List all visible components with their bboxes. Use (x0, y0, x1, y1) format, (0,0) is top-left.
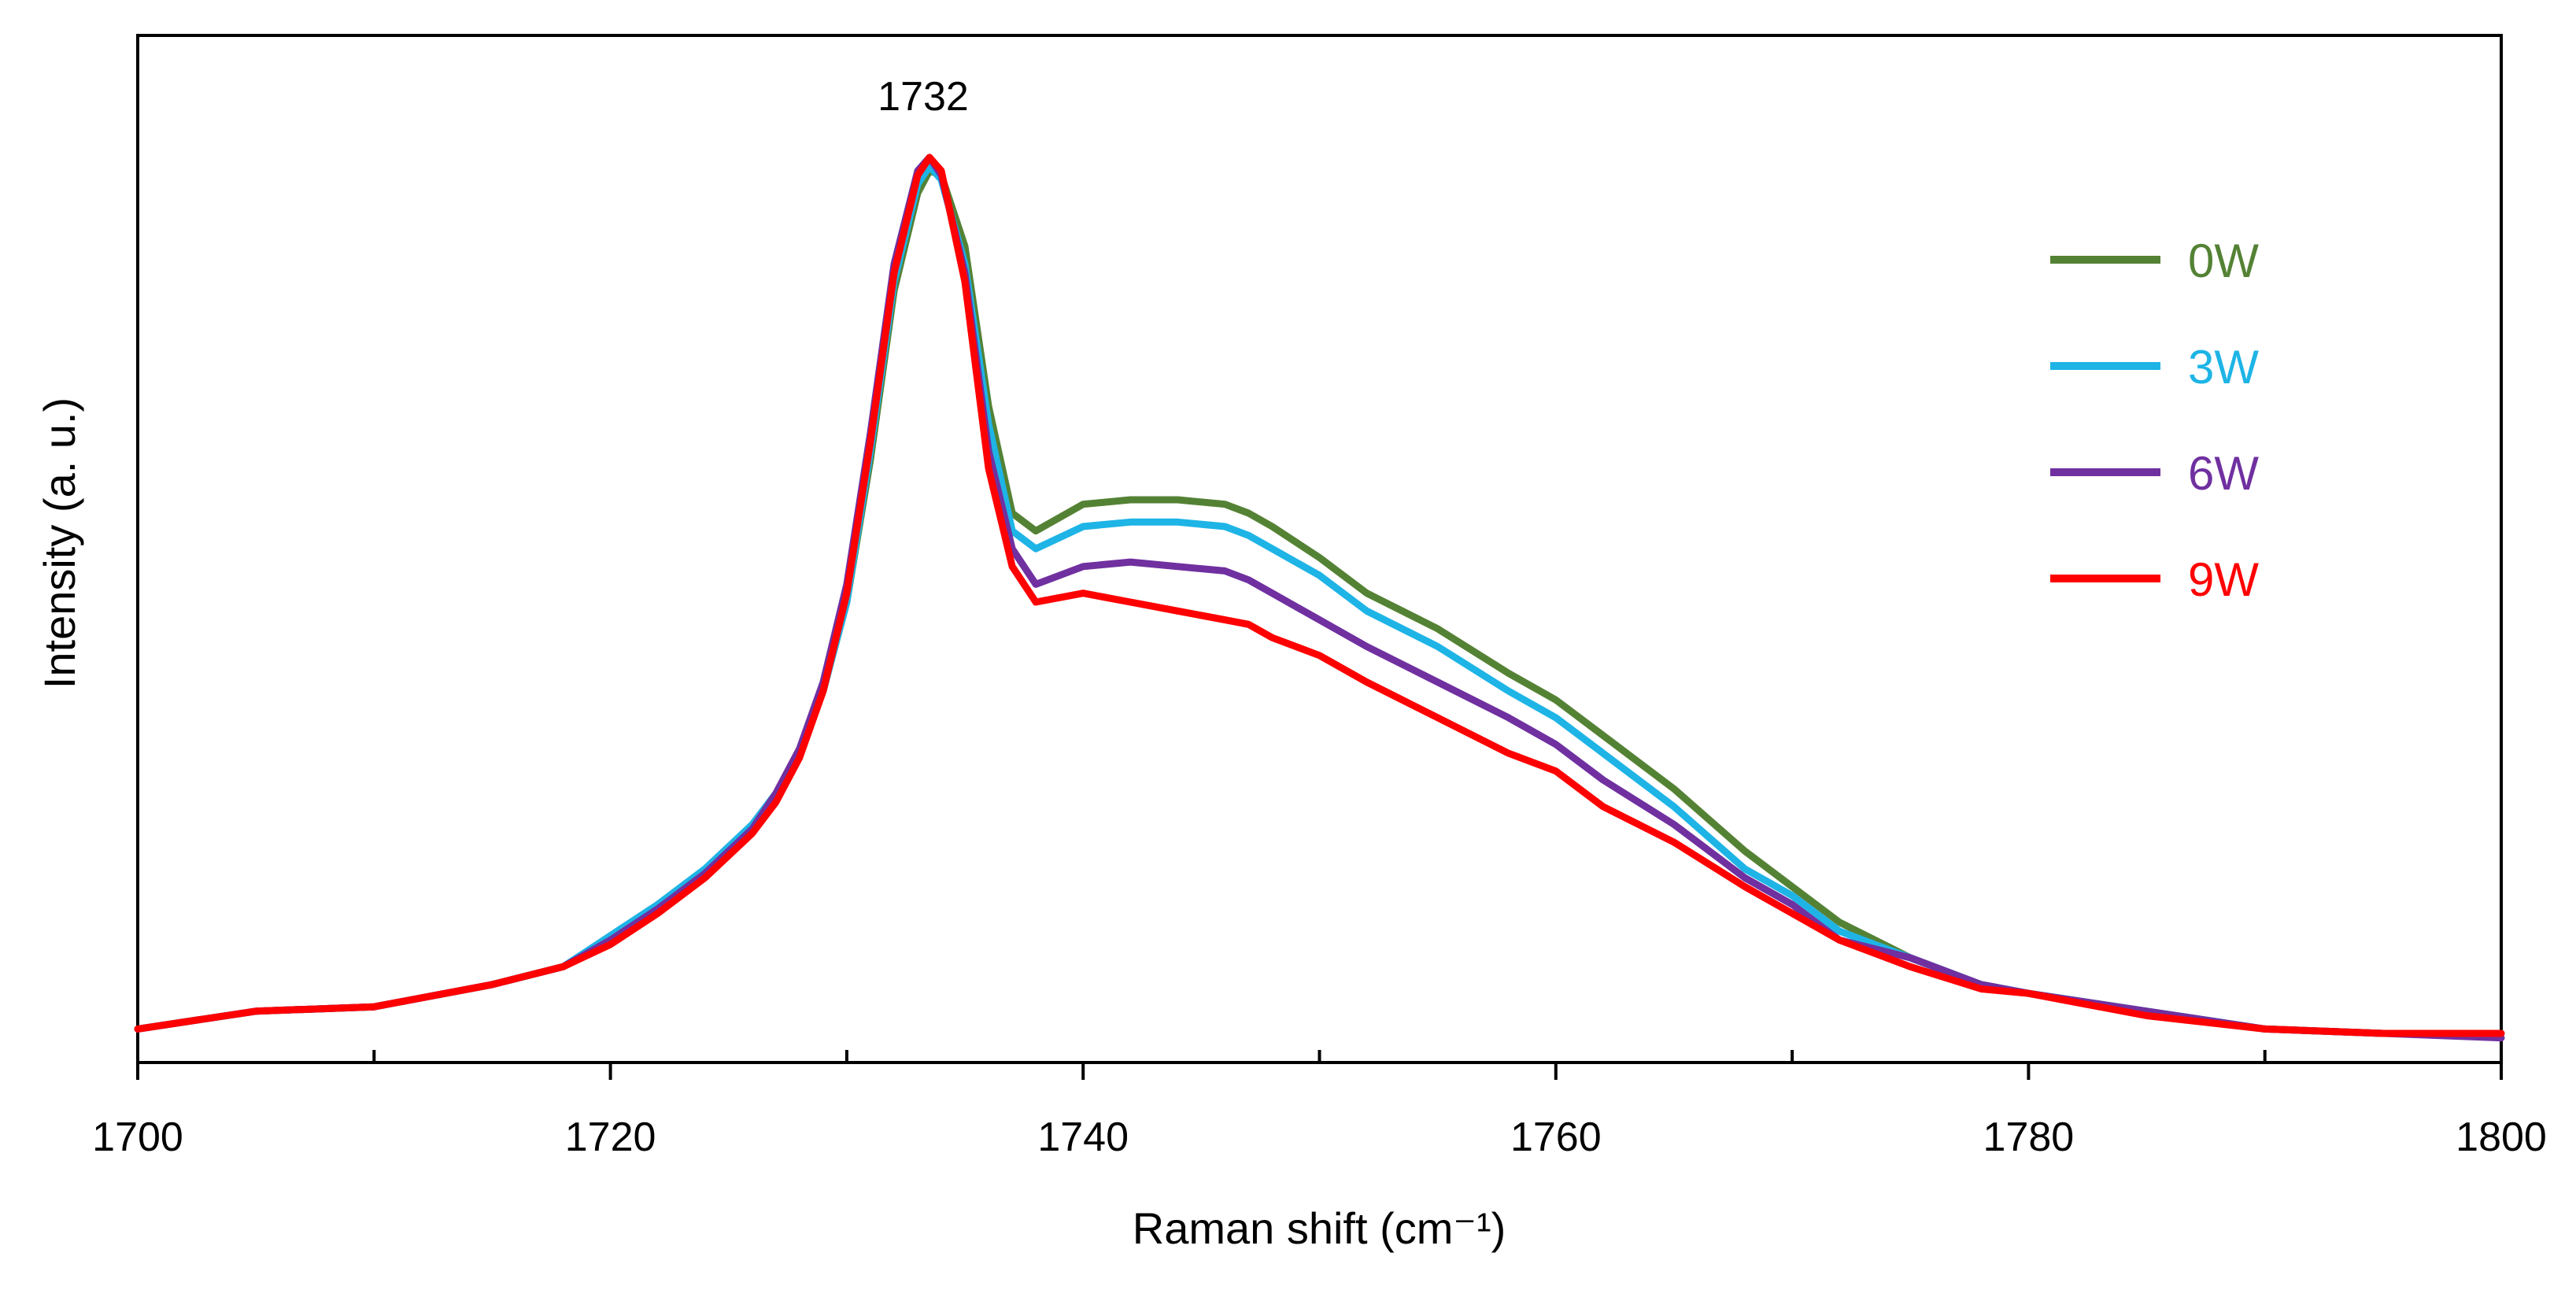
peak-label-1732: 1732 (878, 74, 969, 120)
series-lines (134, 153, 2505, 1042)
x-tick-label-1800: 1800 (2456, 1114, 2547, 1160)
y-axis-title: Intensity (a. u.) (35, 397, 84, 689)
legend-label-9W: 9W (2188, 553, 2259, 606)
legend-label-6W: 6W (2188, 447, 2259, 500)
x-tick-label-1720: 1720 (565, 1114, 656, 1160)
legend: 0W 3W 6W 9W (2050, 235, 2259, 606)
x-axis-tick-labels: 1700 1720 1740 1760 1780 1800 (92, 1114, 2547, 1160)
x-tick-label-1760: 1760 (1510, 1114, 1602, 1160)
x-tick-label-1780: 1780 (1983, 1114, 2075, 1160)
plot-frame (136, 34, 2503, 1064)
series-line-9W (134, 153, 2505, 1037)
annotations: 1732 (878, 74, 969, 120)
x-tick-label-1740: 1740 (1037, 1114, 1129, 1160)
x-tick-label-1700: 1700 (92, 1114, 183, 1160)
legend-label-0W: 0W (2188, 235, 2259, 287)
legend-label-3W: 3W (2188, 341, 2259, 394)
x-axis-ticks (136, 1050, 2503, 1080)
x-axis-title: Raman shift (cm⁻¹) (1133, 1203, 1506, 1253)
